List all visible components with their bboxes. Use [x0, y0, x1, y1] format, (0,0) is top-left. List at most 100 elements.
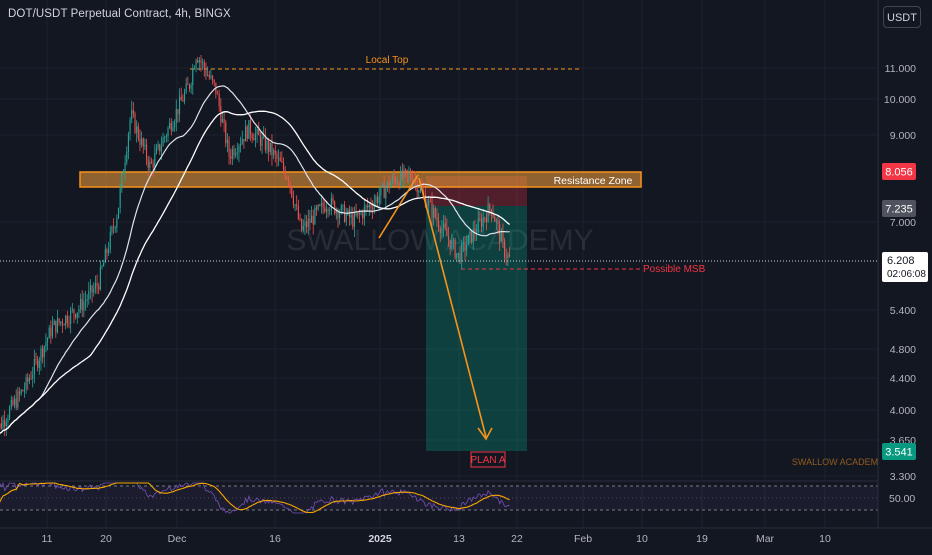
candle-body	[394, 176, 395, 179]
candle-body	[367, 206, 368, 208]
price-tick: 9.000	[890, 130, 916, 142]
candle-body	[257, 129, 258, 134]
candle-body	[372, 208, 373, 210]
candle-body	[116, 218, 117, 227]
candle-body	[60, 322, 61, 323]
candle-body	[37, 359, 38, 368]
candle-body	[62, 322, 63, 325]
candle-body	[186, 84, 187, 93]
candle-body	[144, 145, 145, 147]
candle-body	[134, 114, 135, 133]
candle-body	[375, 197, 376, 203]
candle-body	[351, 215, 352, 218]
time-tick: 2025	[368, 533, 392, 545]
candle-body	[172, 127, 173, 131]
candle-body	[235, 153, 236, 155]
candle-body	[90, 285, 91, 290]
candle-body	[494, 217, 495, 222]
candle-body	[200, 60, 201, 62]
candle-body	[113, 227, 114, 228]
candle-body	[463, 242, 464, 243]
candle-body	[299, 219, 300, 220]
time-tick: 13	[453, 533, 465, 545]
rsi-axis-tick: 50.00	[889, 493, 915, 505]
candle-body	[266, 141, 267, 150]
candle-body	[354, 213, 355, 227]
candle-body	[281, 161, 282, 162]
candle-body	[403, 169, 404, 178]
candle-body	[412, 179, 413, 183]
candle-body	[334, 202, 335, 214]
candle-body	[179, 97, 180, 114]
candle-body	[489, 204, 490, 209]
candle-body	[27, 377, 28, 381]
candle-body	[40, 348, 41, 360]
candle-body	[192, 69, 193, 85]
currency-button[interactable]: USDT	[883, 6, 921, 28]
candle-body	[29, 379, 30, 382]
candle-body	[291, 187, 292, 197]
candle-body	[278, 158, 279, 159]
candle-body	[390, 183, 391, 188]
candle-body	[176, 109, 177, 122]
candle-body	[143, 139, 144, 147]
candle-body	[87, 299, 88, 300]
candle-body	[377, 197, 378, 203]
candle-body	[304, 222, 305, 226]
candle-body	[311, 216, 312, 223]
candle-body	[22, 390, 23, 391]
candle-body	[209, 75, 210, 78]
candle-body	[156, 148, 157, 153]
candle-body	[247, 127, 248, 139]
candle-body	[306, 222, 307, 228]
candle-body	[100, 267, 101, 289]
candle-body	[16, 399, 17, 408]
candle-body	[133, 110, 134, 113]
candle-body	[346, 214, 347, 222]
candle-body	[431, 201, 432, 217]
candle-body	[252, 135, 253, 138]
candle-body	[443, 223, 444, 228]
candle-body	[19, 392, 20, 394]
candle-body	[110, 232, 111, 250]
candle-body	[453, 240, 454, 241]
candle-body	[316, 208, 317, 209]
candle-body	[6, 422, 7, 426]
candle-body	[232, 149, 233, 158]
candle-body	[283, 162, 284, 170]
candle-body	[323, 203, 324, 207]
candle-body	[313, 216, 314, 225]
candle-body	[273, 150, 274, 155]
candle-body	[293, 197, 294, 205]
candle-body	[7, 419, 8, 423]
candle-body	[502, 233, 503, 241]
candle-body	[324, 207, 325, 212]
candle-body	[138, 126, 139, 138]
candle-body	[225, 123, 226, 144]
candle-body	[126, 152, 127, 163]
candle-body	[484, 218, 485, 219]
candle-body	[169, 123, 170, 128]
candle-body	[369, 205, 370, 208]
candle-body	[387, 182, 388, 189]
take-profit-zone[interactable]	[426, 206, 527, 451]
candle-body	[57, 318, 58, 332]
candle-body	[441, 228, 442, 233]
candle-body	[52, 325, 53, 337]
candle-body	[326, 209, 327, 211]
candle-body	[59, 318, 60, 322]
candle-body	[308, 219, 309, 227]
candle-body	[332, 198, 333, 201]
candle-body	[233, 149, 234, 155]
candle-body	[224, 119, 225, 123]
candle-body	[55, 321, 56, 332]
candle-body	[504, 240, 505, 257]
candle-body	[370, 205, 371, 208]
candle-body	[296, 205, 297, 206]
time-tick: 22	[511, 533, 523, 545]
candle-body	[191, 85, 192, 89]
red-price-badge-text: 8.056	[885, 167, 913, 179]
candle-body	[240, 144, 241, 146]
